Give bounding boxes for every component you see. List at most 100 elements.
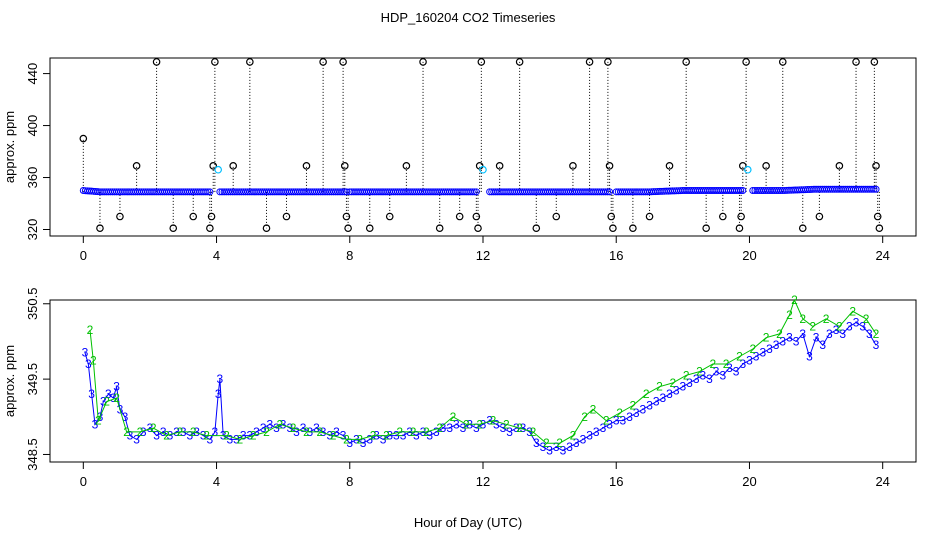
series-marker-3: 3 [460, 421, 467, 435]
series-marker-2: 2 [303, 425, 310, 439]
top-x-axis: 0 4 8 12 16 20 24 [80, 236, 890, 263]
series-marker-3: 3 [85, 357, 92, 371]
series-marker-3: 3 [819, 338, 826, 352]
series-marker-3: 3 [293, 425, 300, 439]
series-marker-2: 2 [370, 429, 377, 443]
data-point [468, 188, 476, 196]
series-marker-3: 3 [733, 365, 740, 379]
series-marker-2: 2 [696, 365, 703, 379]
highlight-point [479, 165, 487, 174]
bottom-x-tick-label: 16 [609, 474, 623, 489]
series-marker-3: 3 [446, 421, 453, 435]
series-marker-3: 3 [313, 421, 320, 435]
top-x-tick-label: 4 [213, 248, 220, 263]
spike-point [495, 162, 504, 170]
series-marker-2: 2 [123, 425, 130, 439]
series-marker-2: 2 [590, 402, 597, 416]
series-marker-3: 3 [713, 365, 720, 379]
series-marker-3: 3 [266, 417, 273, 431]
series-marker-2: 2 [383, 429, 390, 443]
series-marker-3: 3 [233, 432, 240, 446]
series-marker-3: 3 [486, 414, 493, 428]
series-marker-2: 2 [290, 421, 297, 435]
data-point [342, 188, 350, 196]
series-marker-2: 2 [113, 391, 120, 405]
series-marker-3: 3 [280, 417, 287, 431]
data-point [206, 188, 214, 196]
spike-point [340, 162, 349, 170]
series-marker-2: 2 [330, 429, 337, 443]
series-marker-2: 2 [90, 353, 97, 367]
spike-point [455, 212, 464, 221]
series-marker-3: 3 [215, 387, 222, 401]
series-marker-2: 2 [786, 308, 793, 322]
series-marker-3: 3 [300, 421, 307, 435]
spike-point [762, 162, 770, 170]
series-marker-3: 3 [92, 417, 99, 431]
series-marker-3: 3 [859, 319, 866, 333]
top-x-tick-label: 12 [476, 248, 490, 263]
bottom-x-tick-label: 4 [213, 474, 220, 489]
series-marker-3: 3 [440, 421, 447, 435]
spike-point [737, 212, 745, 221]
data-point [868, 185, 876, 193]
spike-point [532, 224, 541, 233]
series-marker-3: 3 [140, 425, 147, 439]
series-marker-3: 3 [473, 421, 480, 435]
spike-point [302, 162, 311, 170]
series-marker-3: 3 [546, 444, 553, 458]
data-point [204, 188, 212, 196]
series-marker-2: 2 [177, 425, 184, 439]
series-marker-3: 3 [506, 425, 513, 439]
data-point [872, 185, 880, 193]
series-marker-3: 3 [540, 440, 547, 454]
series-marker-2: 2 [163, 429, 170, 443]
series-marker-3: 3 [380, 432, 387, 446]
series-marker-3: 3 [806, 350, 813, 364]
spike-point [682, 58, 690, 66]
series-marker-2: 2 [103, 395, 110, 409]
highlight-point [743, 165, 752, 174]
spike-point [206, 224, 214, 233]
top-y-tick-label: 440 [25, 63, 40, 85]
series-marker-3: 3 [846, 319, 853, 333]
spike-point [116, 212, 124, 221]
series-marker-2: 2 [450, 410, 457, 424]
series-marker-3: 3 [88, 387, 95, 401]
spike-point [585, 58, 594, 66]
highlight-point [214, 165, 223, 174]
series-marker-3: 3 [433, 425, 440, 439]
spike-point [472, 212, 481, 221]
series-marker-2: 2 [343, 432, 350, 446]
series-marker-2: 2 [709, 357, 716, 371]
series-marker-3: 3 [400, 429, 407, 443]
spike-point [169, 224, 178, 233]
series-marker-2: 2 [150, 421, 157, 435]
series-marker-3: 3 [386, 429, 393, 443]
series-marker-3: 3 [680, 380, 687, 394]
data-point [737, 187, 745, 195]
series-marker-3: 3 [793, 334, 800, 348]
series-marker-3: 3 [580, 432, 587, 446]
series-marker-3: 3 [147, 421, 154, 435]
series-marker-2: 2 [723, 357, 730, 371]
data-point [472, 188, 480, 196]
spike-point [282, 212, 291, 221]
series-marker-3: 3 [453, 417, 460, 431]
series-marker-3: 3 [333, 425, 340, 439]
spike-point [852, 58, 860, 66]
series-marker-3: 3 [593, 425, 600, 439]
series-marker-3: 3 [260, 421, 267, 435]
data-point [340, 188, 348, 196]
series-marker-3: 3 [586, 429, 593, 443]
series-marker-3: 3 [873, 338, 880, 352]
series-marker-3: 3 [346, 436, 353, 450]
top-x-tick-label: 16 [609, 248, 623, 263]
series-marker-2: 2 [396, 425, 403, 439]
spike-point [209, 162, 218, 170]
series-marker-3: 3 [699, 368, 706, 382]
series-marker-3: 3 [187, 429, 194, 443]
spike-point [629, 224, 637, 233]
series-marker-3: 3 [566, 440, 573, 454]
